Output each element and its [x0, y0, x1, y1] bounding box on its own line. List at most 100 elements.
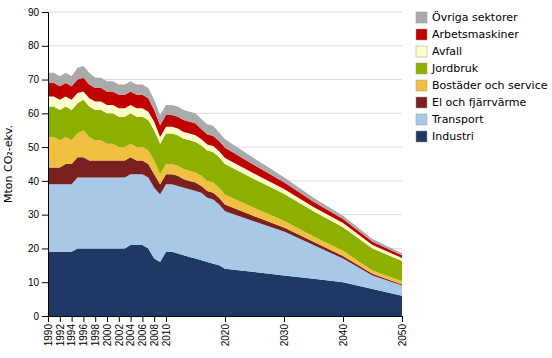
legend-item: Avfall [416, 45, 462, 58]
grid-line [48, 45, 402, 46]
y-tick: 60 [28, 108, 48, 119]
x-tick: 2000 [102, 316, 113, 346]
y-tick-line [42, 113, 48, 114]
y-tick-line [42, 215, 48, 216]
x-tick-label: 1998 [90, 324, 101, 347]
chart: 1990199219941996199820002002200420062008… [0, 0, 552, 358]
x-tick-label: 1990 [43, 324, 54, 347]
legend-item: Transport [416, 113, 484, 126]
y-tick-line [42, 181, 48, 182]
y-tick: 0 [33, 311, 48, 322]
legend-label: Arbetsmaskiner [432, 28, 519, 41]
y-tick-label: 0 [33, 311, 39, 322]
legend-label: El och fjärrvärme [432, 96, 527, 109]
legend-swatch [416, 29, 427, 40]
x-tick-label: 2006 [137, 324, 148, 347]
x-tick-label: 1994 [66, 324, 77, 347]
y-tick-label: 90 [28, 7, 40, 18]
x-tick: 2030 [279, 316, 290, 346]
y-tick-line [42, 147, 48, 148]
x-tick: 1992 [55, 316, 66, 346]
legend-swatch [416, 80, 427, 91]
areas [48, 66, 402, 316]
x-tick-label: 2000 [102, 324, 113, 347]
x-tick-line [72, 316, 73, 322]
area [48, 78, 402, 258]
legend-swatch [416, 97, 427, 108]
grid [48, 12, 402, 316]
x-tick-line [154, 316, 155, 322]
legend-item: El och fjärrvärme [416, 96, 527, 109]
x-tick: 1996 [78, 316, 89, 346]
area [48, 91, 402, 261]
y-tick: 80 [28, 40, 48, 51]
x-tick-line [402, 316, 403, 322]
legend-item: Industri [416, 130, 474, 143]
legend: Övriga sektorerArbetsmaskinerAvfallJordb… [416, 11, 548, 143]
y-tick: 70 [28, 74, 48, 85]
legend-label: Bostäder och service [432, 79, 548, 92]
y-tick-line [42, 248, 48, 249]
x-tick: 1998 [90, 316, 101, 346]
legend-swatch [416, 114, 427, 125]
y-tick: 20 [28, 243, 48, 254]
y-tick-label: 60 [28, 108, 40, 119]
x-axis: 1990199219941996199820002002200420062008… [43, 316, 408, 346]
y-tick-label: 30 [28, 209, 40, 220]
y-tick-label: 40 [28, 176, 40, 187]
y-tick-line [42, 46, 48, 47]
x-tick-label: 2008 [149, 324, 160, 347]
x-tick: 2020 [220, 316, 231, 346]
y-tick-line [42, 316, 48, 317]
legend-swatch [416, 63, 427, 74]
x-tick: 2040 [338, 316, 349, 346]
x-tick: 2008 [149, 316, 160, 346]
legend-swatch [416, 46, 427, 57]
x-tick-label: 2030 [279, 324, 290, 347]
x-tick-line [107, 316, 108, 322]
y-axis: 0 10 20 30 40 50 60 70 80 90 [28, 7, 49, 322]
y-tick: 50 [28, 142, 48, 153]
x-tick-label: 2002 [114, 324, 125, 347]
y-axis-title: Mton CO₂-ekv. [2, 125, 15, 203]
x-tick-label: 2050 [397, 324, 408, 347]
legend-item: Övriga sektorer [416, 11, 518, 24]
x-tick-line [225, 316, 226, 322]
y-tick-label: 80 [28, 40, 40, 51]
y-tick-line [42, 282, 48, 283]
x-tick: 1994 [66, 316, 77, 346]
x-tick-line [95, 316, 96, 322]
legend-label: Industri [432, 130, 474, 143]
x-tick-line [166, 316, 167, 322]
x-tick: 2050 [397, 316, 408, 346]
y-tick: 10 [28, 277, 48, 288]
x-tick-line [119, 316, 120, 322]
y-tick: 40 [28, 176, 48, 187]
y-tick: 30 [28, 209, 48, 220]
y-tick-label: 10 [28, 277, 40, 288]
x-tick-line [83, 316, 84, 322]
x-tick: 1990 [43, 316, 54, 346]
area [48, 66, 402, 255]
x-tick-line [142, 316, 143, 322]
x-tick-label: 2010 [161, 324, 172, 347]
y-tick-line [42, 12, 48, 13]
x-tick-line [284, 316, 285, 322]
x-tick-line [131, 316, 132, 322]
y-tick-label: 70 [28, 74, 40, 85]
area [48, 100, 402, 281]
x-tick-label: 2020 [220, 324, 231, 347]
legend-label: Transport [431, 113, 484, 126]
x-tick: 2006 [137, 316, 148, 346]
legend-item: Arbetsmaskiner [416, 28, 519, 41]
y-axis-line [42, 13, 49, 317]
legend-label: Avfall [432, 45, 462, 58]
grid-line [48, 12, 402, 13]
x-tick-label: 2040 [338, 324, 349, 347]
y-tick-label: 20 [28, 243, 40, 254]
x-tick-label: 1992 [55, 324, 66, 347]
plot: 1990199219941996199820002002200420062008… [2, 7, 408, 347]
y-tick-line [42, 80, 48, 81]
x-tick-line [60, 316, 61, 322]
y-tick: 90 [28, 7, 48, 18]
